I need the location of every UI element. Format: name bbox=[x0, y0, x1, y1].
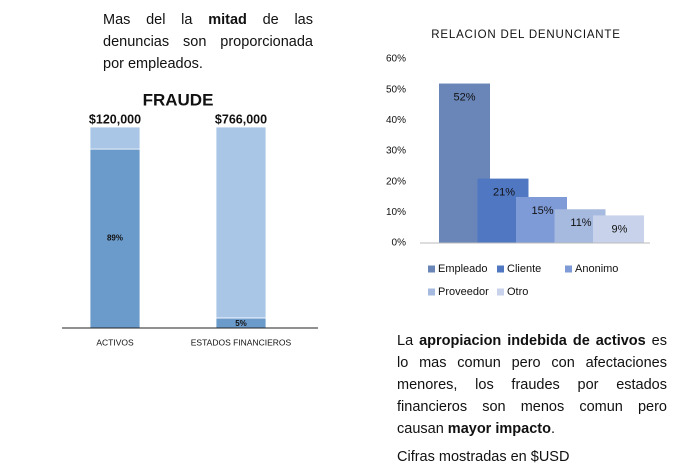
value-label: 9% bbox=[612, 223, 628, 235]
legend-label: Anonimo bbox=[575, 263, 618, 275]
text: es lo mas comun pero con afectaciones me… bbox=[397, 333, 667, 437]
value-label: 52% bbox=[453, 91, 475, 103]
value-label: 11% bbox=[570, 217, 591, 229]
bar bbox=[593, 215, 644, 243]
intro: Mas del la mitad de las denuncias son pr… bbox=[103, 9, 313, 75]
total-label: $766,000 bbox=[215, 112, 267, 126]
value-label: 89% bbox=[107, 234, 123, 243]
chart-title: FRAUDE bbox=[143, 90, 214, 109]
x-tick-label: ACTIVOS bbox=[96, 337, 134, 347]
value-label: 5% bbox=[235, 319, 247, 328]
y-tick-label: 0% bbox=[392, 238, 407, 249]
legend-swatch bbox=[428, 288, 435, 296]
y-tick-label: 20% bbox=[386, 176, 406, 187]
legend-swatch bbox=[428, 265, 435, 273]
y-tick-label: 60% bbox=[386, 54, 406, 65]
y-tick-label: 30% bbox=[386, 146, 406, 157]
text: . bbox=[550, 421, 555, 437]
bar-segment bbox=[89, 148, 141, 329]
chart-title: RELACION DEL DENUNCIANTE bbox=[431, 29, 620, 41]
bold-text: apropiacion indebida de activos bbox=[419, 333, 646, 349]
value-label: 21% bbox=[493, 187, 515, 199]
legend-swatch bbox=[497, 288, 504, 296]
bar-segment bbox=[89, 126, 141, 150]
bar-segment bbox=[215, 126, 267, 319]
legend-label: Cliente bbox=[507, 263, 541, 275]
total-label: $120,000 bbox=[89, 112, 141, 126]
legend-swatch bbox=[497, 265, 504, 273]
text: Mas del la bbox=[103, 12, 209, 28]
legend-label: Empleado bbox=[438, 263, 488, 275]
legend-swatch bbox=[565, 265, 572, 273]
text: de las denuncias son proporcionada por e… bbox=[103, 12, 313, 72]
y-tick-label: 50% bbox=[386, 84, 406, 95]
legend-label: Otro bbox=[507, 286, 528, 298]
value-label: 15% bbox=[531, 205, 553, 217]
y-tick-label: 10% bbox=[386, 207, 406, 218]
legend-label: Proveedor bbox=[438, 286, 489, 298]
bold-text: mitad bbox=[208, 12, 247, 28]
bold-text: mayor impacto bbox=[447, 421, 551, 437]
note: Cifras mostradas en $USD bbox=[397, 449, 570, 465]
summary: La apropiacion indebida de activos es lo… bbox=[397, 330, 667, 440]
x-tick-label: ESTADOS FINANCIEROS bbox=[191, 337, 292, 347]
y-tick-label: 40% bbox=[386, 115, 406, 126]
text: La bbox=[397, 333, 420, 349]
